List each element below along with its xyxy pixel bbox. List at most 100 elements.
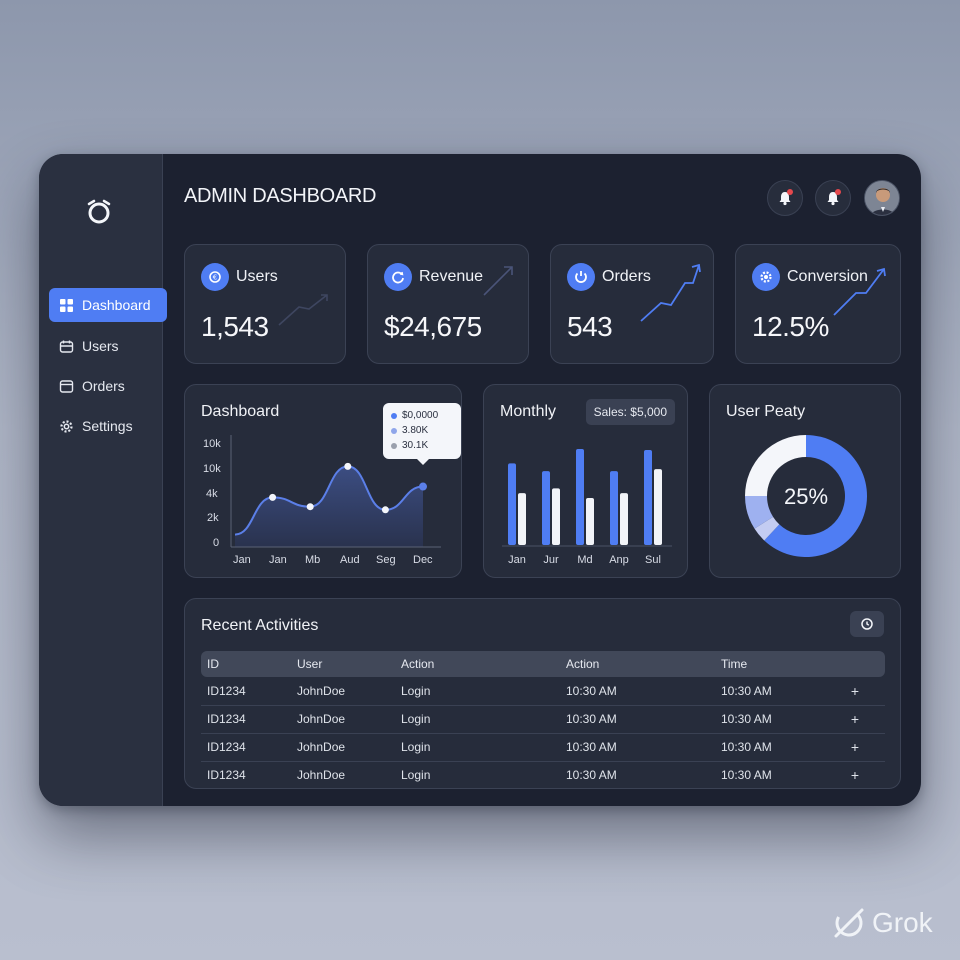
data-point[interactable] [344, 462, 352, 470]
chart-tooltip: $0,0000 3.80K 30.1K [383, 403, 461, 465]
chart-title: Dashboard [201, 403, 280, 420]
stat-card-users[interactable]: € Users 1,543 [184, 244, 346, 364]
bar[interactable] [576, 449, 584, 545]
donut-chart: 25% [745, 435, 867, 557]
cell-user: JohnDoe [291, 677, 395, 706]
orders-icon [59, 379, 74, 393]
gear-icon [752, 263, 780, 291]
clock-icon [861, 618, 873, 630]
cell-action: Login [401, 768, 431, 783]
column-header: Action [566, 657, 600, 671]
data-point[interactable] [306, 503, 314, 511]
sidebar-item-settings[interactable]: Settings [49, 409, 167, 443]
tooltip-value: 30.1K [402, 440, 429, 451]
history-button[interactable] [850, 611, 884, 637]
add-row-button[interactable]: + [850, 767, 860, 784]
y-tick-label: 0 [213, 537, 219, 549]
stat-card-orders[interactable]: Orders 543 [550, 244, 714, 364]
area-fill [235, 466, 423, 547]
y-tick-label: 2k [207, 512, 219, 524]
notification-badge [835, 189, 841, 195]
donut-slice[interactable] [754, 516, 780, 541]
table-header-row: ID User Action Action Time [201, 651, 885, 677]
donut-slice[interactable] [764, 435, 867, 557]
table-row[interactable]: ID1234 JohnDoe Login 10:30 AM 10:30 AM + [201, 761, 885, 789]
donut-slice[interactable] [745, 435, 806, 496]
dashboard-chart-card: Dashboard 10k 10k 4k 2k 0 Jan Jan Mb Aud… [184, 384, 462, 578]
stat-label: Revenue [419, 268, 484, 285]
stat-card-conversion[interactable]: Conversion 12.5% [735, 244, 901, 364]
gear-icon [60, 419, 73, 433]
legend-dot [391, 412, 397, 419]
sidebar-item-label: Settings [82, 418, 133, 434]
recent-activities-card: Recent Activities ID User Action Action … [184, 598, 901, 789]
column-header: ID [207, 657, 219, 671]
sidebar-item-dashboard[interactable]: Dashboard [49, 288, 167, 322]
x-tick-label: Anp [609, 554, 629, 566]
activities-table: ID User Action Action Time ID1234 JohnDo… [201, 651, 885, 789]
tooltip-value: $0,0000 [402, 410, 439, 421]
bar[interactable] [518, 493, 526, 545]
table-row[interactable]: ID1234 JohnDoe Login 10:30 AM 10:30 AM + [201, 677, 885, 706]
stat-label: Users [236, 268, 278, 285]
avatar[interactable] [864, 180, 900, 216]
cell-user: JohnDoe [291, 705, 395, 734]
x-tick-label: Md [577, 554, 592, 566]
cell-user: JohnDoe [291, 733, 395, 762]
sidebar-item-label: Orders [82, 378, 125, 394]
data-point[interactable] [419, 482, 427, 491]
cell-action-time: 10:30 AM [560, 705, 715, 734]
users-icon: € [201, 263, 229, 291]
cell-time: 10:30 AM [715, 677, 825, 706]
bar[interactable] [508, 463, 516, 545]
trend-up-icon [833, 267, 886, 316]
stat-label: Conversion [787, 268, 868, 285]
data-point[interactable] [269, 493, 277, 501]
bar[interactable] [552, 488, 560, 545]
x-tick-label: Jan [269, 554, 287, 566]
monthly-chart-card: Monthly Sales: $5,000 Jan Jur Md Anp Sul [483, 384, 688, 578]
stat-value: 1,543 [201, 311, 269, 342]
cell-action-time: 10:30 AM [566, 768, 617, 783]
stat-label: Orders [602, 268, 651, 285]
cell-time: 10:30 AM [715, 733, 825, 762]
bar[interactable] [586, 497, 594, 545]
data-point[interactable] [381, 506, 389, 514]
bar[interactable] [654, 469, 662, 545]
bar[interactable] [644, 449, 652, 545]
cell-action-time: 10:30 AM [560, 733, 715, 762]
bar[interactable] [610, 471, 618, 545]
grid-icon [60, 298, 73, 312]
sales-badge: Sales: $5,000 [585, 399, 675, 425]
add-row-button[interactable]: + [825, 733, 885, 762]
stat-card-revenue[interactable]: Revenue $24,675 [367, 244, 529, 364]
svg-text:€: € [213, 274, 217, 282]
watermark-text: Grok [872, 907, 933, 938]
column-header: Action [401, 657, 435, 671]
table-row[interactable]: ID1234 JohnDoe Login 10:30 AM 10:30 AM + [201, 733, 885, 762]
alerts-button[interactable] [815, 180, 851, 216]
table-row[interactable]: ID1234 JohnDoe Login 10:30 AM 10:30 AM + [201, 705, 885, 734]
y-tick-label: 4k [206, 488, 218, 500]
bar[interactable] [542, 471, 550, 545]
add-row-button[interactable]: + [825, 677, 885, 706]
grok-watermark: Grok [832, 906, 933, 940]
stat-value: $24,675 [384, 311, 482, 342]
column-header: User [297, 657, 323, 671]
sidebar-item-label: Dashboard [82, 297, 151, 313]
sidebar-item-label: Users [82, 338, 119, 354]
orders-icon [567, 263, 595, 291]
donut-slice[interactable] [745, 496, 774, 529]
cell-id: ID1234 [207, 768, 246, 783]
cell-action: Login [395, 733, 560, 762]
sidebar-item-users[interactable]: Users [49, 329, 167, 363]
legend-dot [391, 442, 397, 449]
trend-up-icon [640, 263, 701, 322]
sidebar-item-orders[interactable]: Orders [49, 369, 167, 403]
avatar-image [865, 181, 899, 215]
trend-up-icon [483, 266, 513, 296]
add-row-button[interactable]: + [825, 705, 885, 734]
tooltip-value: 3.80K [402, 425, 429, 436]
bar[interactable] [620, 493, 628, 545]
notifications-button[interactable] [767, 180, 803, 216]
